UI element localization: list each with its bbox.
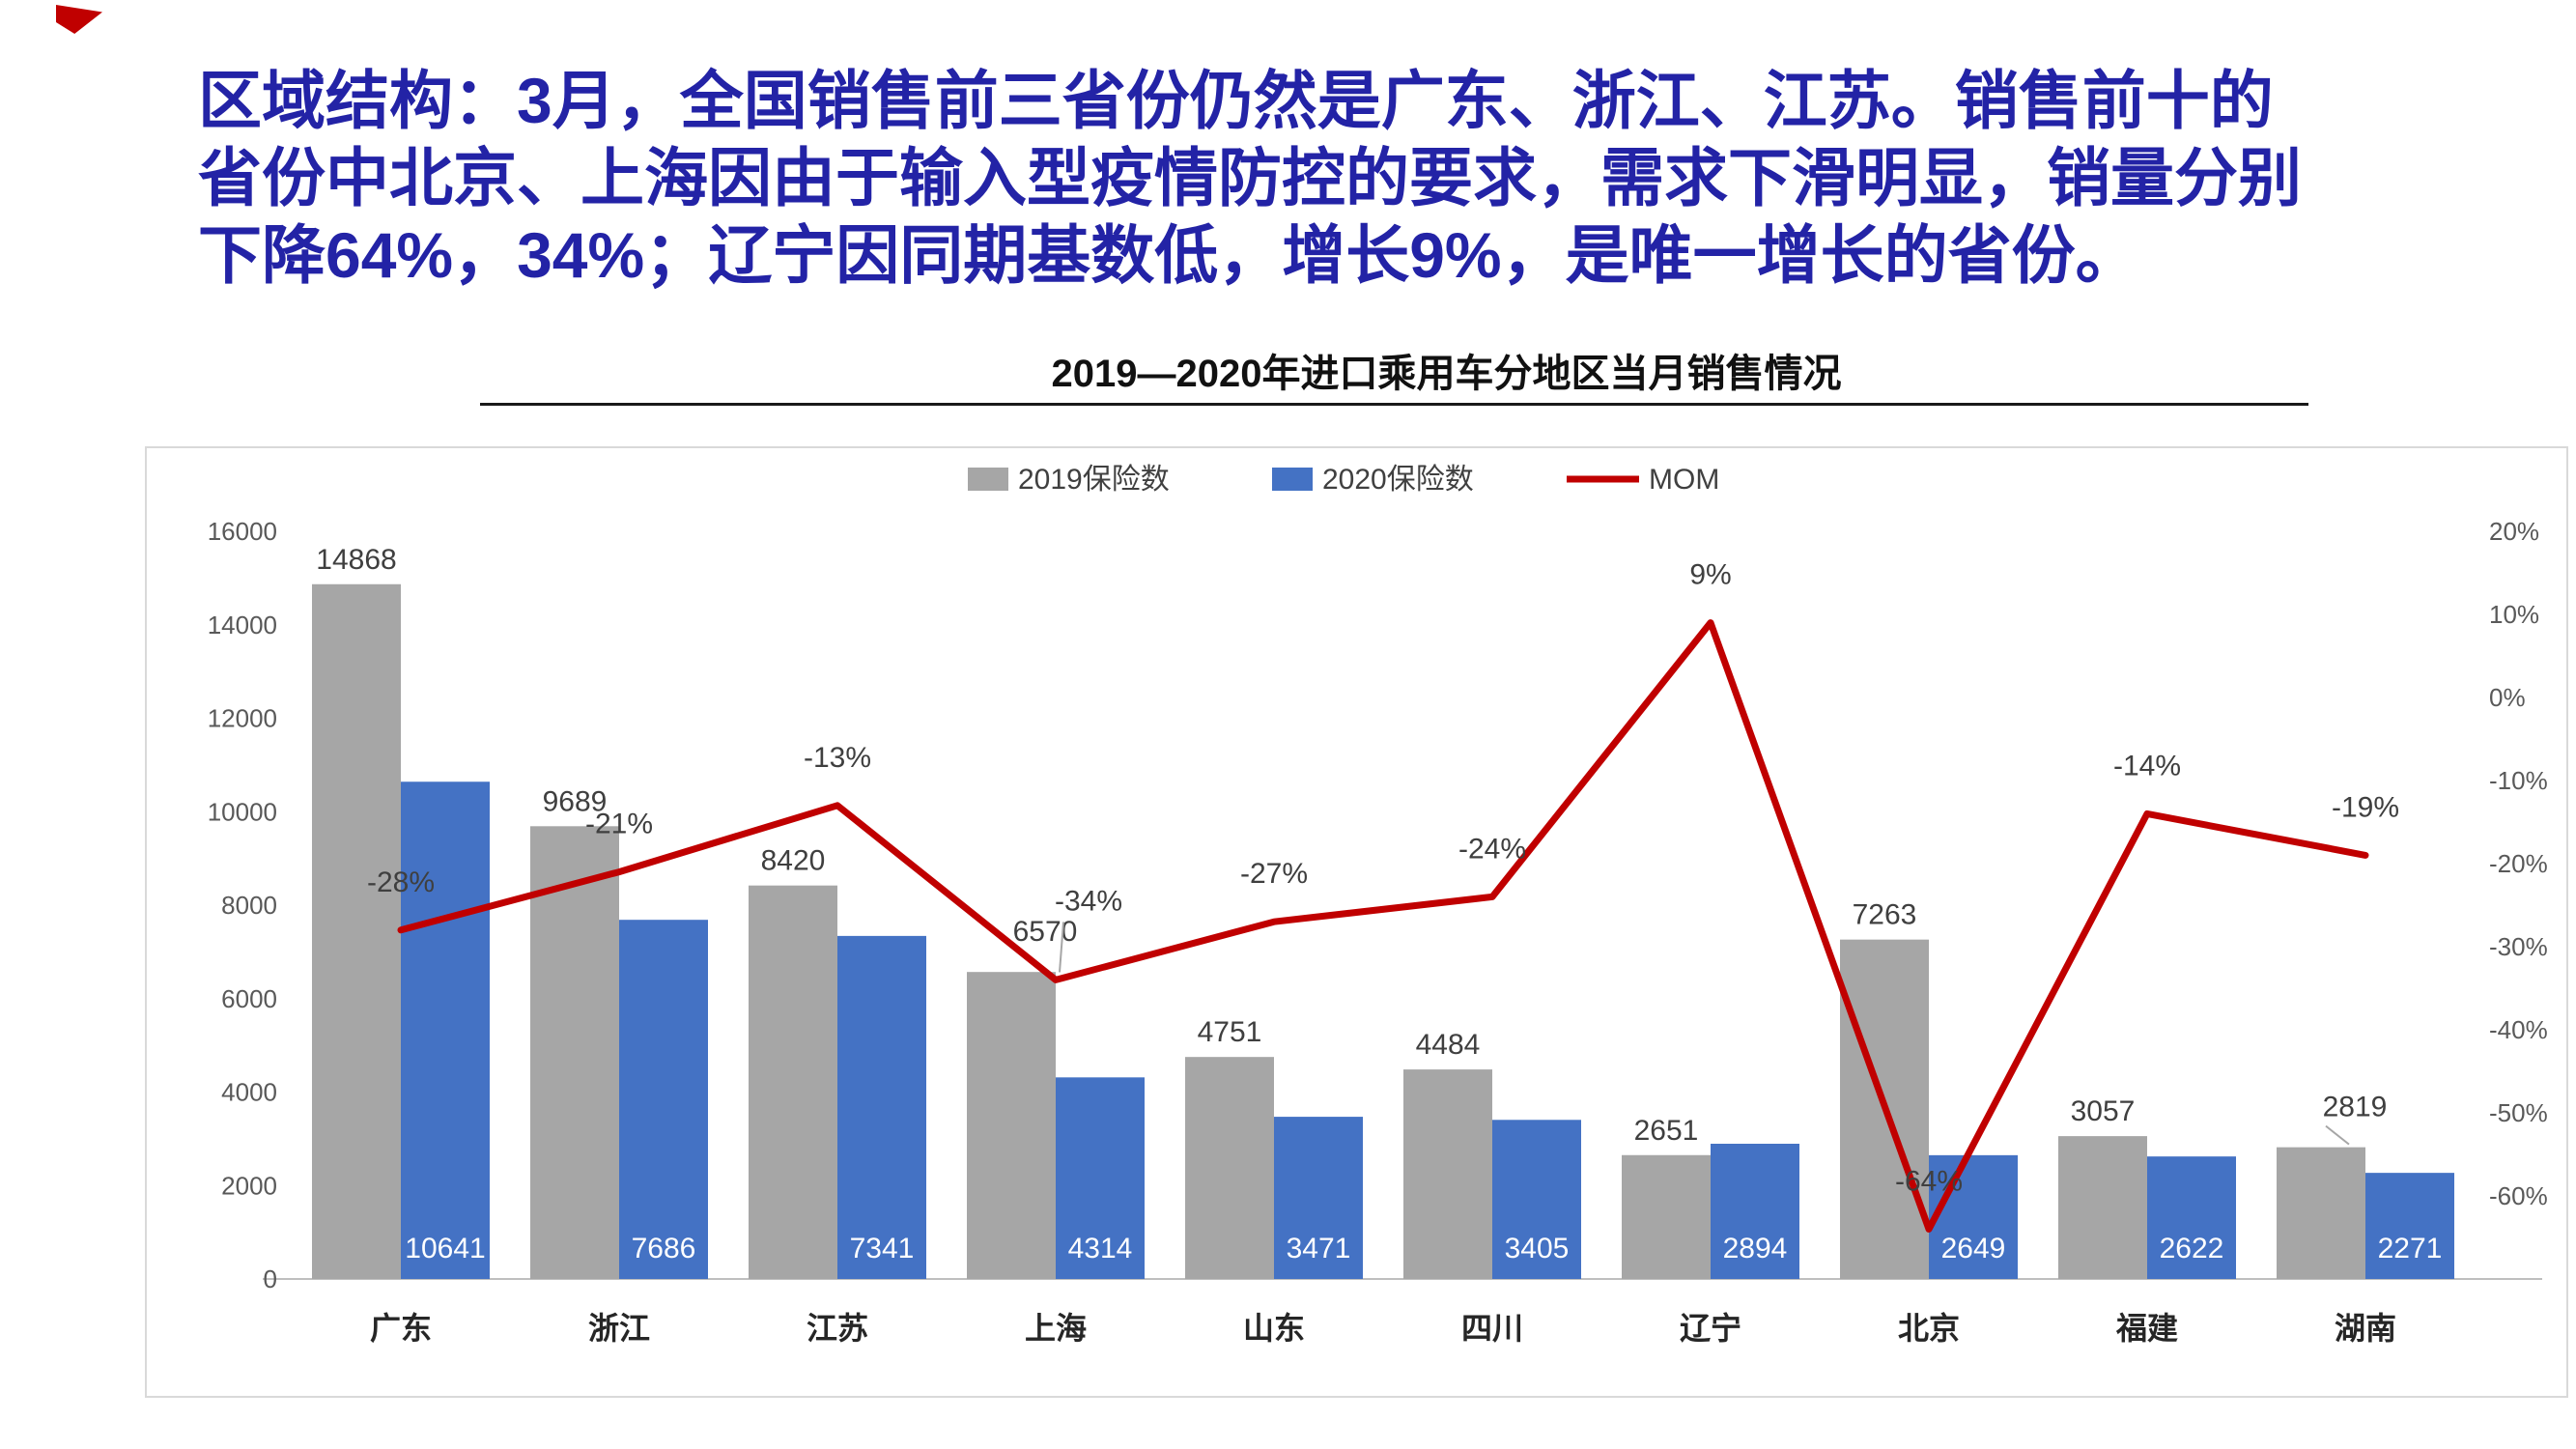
- chart-title: 2019—2020年进口乘用车分地区当月销售情况: [1051, 353, 1842, 395]
- left-axis-tick: 16000: [208, 517, 277, 546]
- value-label-2019: 8420: [761, 845, 826, 877]
- chart-container: 14868 10641 9689 7686 8420 7341 6570 4314 4751 34…: [145, 446, 2568, 1398]
- category-label: 北京: [1898, 1311, 1960, 1346]
- legend-label-2019: 2019保险数: [1018, 464, 1170, 496]
- value-label-2019: 7263: [1853, 899, 1917, 931]
- value-label-2019: 2819: [2323, 1092, 2388, 1123]
- value-label-2019: 9689: [543, 785, 608, 817]
- combo-bar-line-chart: 14868 10641 9689 7686 8420 7341 6570 4314 4751 34…: [208, 464, 2548, 1346]
- value-label-2020: 7686: [632, 1233, 696, 1264]
- value-label-2020: 2622: [2160, 1233, 2224, 1264]
- bar-2019-广东: [312, 583, 401, 1279]
- left-axis-tick: 14000: [208, 611, 277, 639]
- legend-swatch-2019: [968, 468, 1008, 491]
- right-axis-tick: -10%: [2489, 766, 2548, 795]
- bar-2020-湖南: [2365, 1173, 2454, 1279]
- bar-2020-福建: [2147, 1156, 2236, 1279]
- bar-2020-北京: [1929, 1154, 2018, 1279]
- value-label-2019: 4751: [1198, 1016, 1262, 1048]
- bar-2019-四川: [1403, 1069, 1492, 1279]
- value-label-2020: 10641: [405, 1233, 485, 1264]
- value-label-2019: 6570: [1013, 916, 1078, 948]
- value-label-2020: 3405: [1505, 1233, 1570, 1264]
- bar-2019-山东: [1185, 1057, 1274, 1279]
- right-axis-tick: 0%: [2489, 683, 2526, 712]
- mom-label: -13%: [804, 742, 871, 774]
- category-label: 辽宁: [1680, 1311, 1741, 1346]
- mom-label: -28%: [367, 867, 435, 898]
- label-leader-line: [2325, 1124, 2350, 1146]
- mom-label: -24%: [1458, 833, 1526, 865]
- left-axis-tick: 10000: [208, 797, 277, 826]
- bar-2020-上海: [1056, 1077, 1145, 1279]
- category-label: 浙江: [588, 1311, 650, 1346]
- category-label: 福建: [2115, 1311, 2178, 1346]
- mom-label: -34%: [1055, 885, 1122, 917]
- heading-line-1: 区域结构：3月，全国销售前三省份仍然是广东、浙江、江苏。销售前十的: [198, 65, 2274, 136]
- category-label: 江苏: [807, 1311, 868, 1346]
- right-axis-tick: -20%: [2489, 849, 2548, 878]
- legend-label-mom: MOM: [1649, 464, 1719, 496]
- value-label-2020: 7341: [850, 1233, 915, 1264]
- right-axis-tick: -50%: [2489, 1098, 2548, 1127]
- category-label: 山东: [1243, 1311, 1305, 1346]
- bar-2019-辽宁: [1622, 1154, 1711, 1279]
- left-axis-tick: 12000: [208, 704, 277, 733]
- bar-2019-浙江: [530, 826, 619, 1279]
- chart-title-underline: [480, 403, 2308, 406]
- left-axis-tick: 8000: [221, 891, 277, 920]
- category-label: 上海: [1025, 1311, 1087, 1346]
- mom-label: -64%: [1895, 1165, 1963, 1197]
- bar-2019-江苏: [749, 885, 837, 1279]
- label-leader-line: [1059, 922, 1064, 973]
- page-heading: 区域结构：3月，全国销售前三省份仍然是广东、浙江、江苏。销售前十的 省份中北京、…: [198, 62, 2449, 294]
- left-axis-tick: 4000: [221, 1078, 277, 1107]
- right-axis-tick: -30%: [2489, 932, 2548, 961]
- value-label-2020: 2649: [1941, 1233, 2006, 1264]
- category-label: 广东: [370, 1311, 432, 1346]
- bar-2020-四川: [1492, 1120, 1581, 1279]
- right-axis-tick: -60%: [2489, 1181, 2548, 1210]
- bar-2020-江苏: [837, 935, 926, 1279]
- value-label-2019: 4484: [1416, 1029, 1481, 1061]
- left-axis-tick: 2000: [221, 1171, 277, 1200]
- bar-2019-上海: [967, 972, 1056, 1279]
- value-label-2020: 2894: [1723, 1233, 1788, 1264]
- bar-2020-辽宁: [1711, 1144, 1799, 1279]
- right-axis-tick: 10%: [2489, 600, 2539, 629]
- legend-swatch-2020: [1272, 468, 1313, 491]
- bar-2020-广东: [401, 781, 490, 1279]
- mom-label: -21%: [585, 809, 653, 840]
- mom-line: [397, 619, 2369, 1233]
- deco-logo-mark: [56, 5, 102, 34]
- mom-label: 9%: [1689, 559, 1731, 591]
- right-axis-tick: -40%: [2489, 1015, 2548, 1044]
- bar-2020-山东: [1274, 1117, 1363, 1279]
- heading-line-3: 下降64%，34%；辽宁因同期基数低，增长9%，是唯一增长的省份。: [198, 219, 2139, 291]
- category-label: 湖南: [2335, 1311, 2396, 1346]
- bar-2019-福建: [2058, 1136, 2147, 1279]
- mom-label: -14%: [2113, 750, 2181, 781]
- mom-label: -27%: [1240, 858, 1308, 890]
- value-label-2019: 3057: [2071, 1095, 2136, 1127]
- left-axis-tick: 6000: [221, 984, 277, 1013]
- legend-label-2020: 2020保险数: [1322, 464, 1474, 496]
- left-axis-tick: 0: [264, 1264, 277, 1293]
- value-label-2020: 4314: [1068, 1233, 1133, 1264]
- value-label-2019: 14868: [316, 544, 396, 576]
- value-label-2020: 3471: [1287, 1233, 1351, 1264]
- value-label-2019: 2651: [1634, 1115, 1699, 1147]
- right-axis-tick: 20%: [2489, 517, 2539, 546]
- bar-2020-浙江: [619, 920, 708, 1279]
- category-label: 四川: [1461, 1311, 1523, 1346]
- bar-2019-湖南: [2277, 1147, 2365, 1279]
- value-label-2020: 2271: [2378, 1233, 2443, 1264]
- mom-label: -19%: [2332, 791, 2399, 823]
- heading-line-2: 省份中北京、上海因由于输入型疫情防控的要求，需求下滑明显，销量分别: [198, 142, 2302, 213]
